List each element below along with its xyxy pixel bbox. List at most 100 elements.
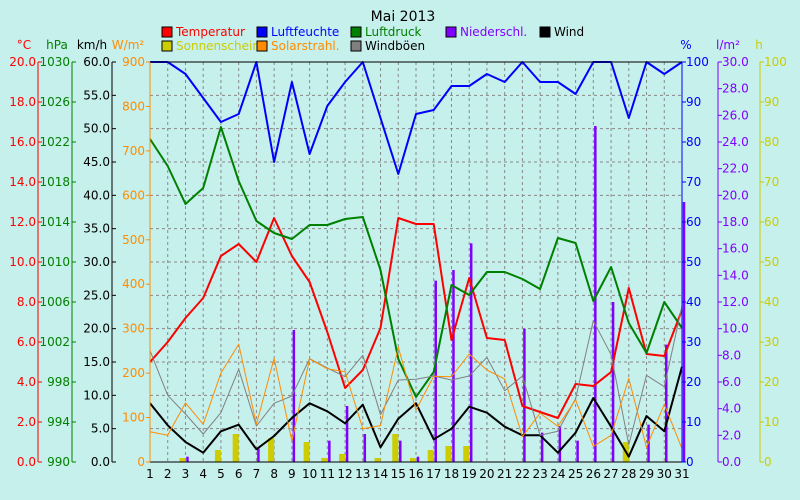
axis-label-hPa: 990 [47,455,70,469]
axis-label-degc: 20 [686,375,701,389]
bar-niederschl [576,440,579,462]
x-tick-label: 16 [408,467,423,481]
x-tick-label: 25 [568,467,583,481]
axis-label-kmh: 45.0 [83,155,110,169]
legend-swatch-solarstrahl [256,40,268,52]
axis-label-kmh: 10.0 [83,388,110,402]
legend-swatch-luftdruck [350,26,362,38]
axis-label-Wm: 700 [122,144,145,158]
axis-label-kmh: 30.0 [83,255,110,269]
axis-label-C: 6.0 [17,335,36,349]
x-tick-label: 29 [639,467,654,481]
axis-label-C: 12.0 [9,215,36,229]
legend-swatch-windben [350,40,362,52]
axis-label-degc: 90 [686,95,701,109]
x-tick-label: 10 [302,467,317,481]
axis-label-hPa: 994 [47,415,70,429]
series-line-luftdruck [149,126,683,398]
bar-niederschl [363,434,367,462]
bar-niederschl [682,202,686,462]
bar-niederschl [399,440,402,462]
axis-unit-Wm: W/m² [112,38,145,52]
bar-niederschl [594,126,597,462]
axis-label-degc: 100 [686,55,709,69]
x-tick-label: 30 [657,467,672,481]
grid [150,62,682,462]
axis-label-C: 0.0 [17,455,36,469]
bar-niederschl [469,243,473,462]
axis-label-Wm: 500 [122,233,145,247]
axis-label-Wm: 0 [137,455,145,469]
axis-label-h: 50 [764,255,779,269]
axis-label-lm: 14.0 [722,268,749,282]
axis-label-h: 10 [764,415,779,429]
axis-label-C: 8.0 [17,295,36,309]
axis-label-degc: 50 [686,255,701,269]
axis-unit-lm: l/m² [716,38,740,52]
x-tick-label: 1 [146,467,154,481]
bar-sonnenschein [179,458,186,462]
x-tick-label: 22 [515,467,530,481]
bar-sonnenschein [321,458,328,462]
bar-niederschl [328,440,331,462]
axis-unit-hPa: hPa [46,38,68,52]
legend-swatch-sonnenschein [161,40,173,52]
bar-sonnenschein [339,454,346,462]
legend: Temperatur Luftfeuchte Luftdruck Niederschl… [161,25,584,53]
axis-label-h: 70 [764,175,779,189]
bar-niederschl [186,456,189,462]
legend-swatch-wind [539,26,551,38]
axis-label-kmh: 5.0 [91,422,110,436]
bar-niederschl [257,448,260,462]
bar-sonnenschein [214,450,221,462]
x-tick-label: 26 [586,467,601,481]
axis-label-degc: 40 [686,295,701,309]
legend-label-temperatur: Temperatur [175,25,245,39]
axis-label-lm: 26.0 [722,108,749,122]
x-tick-label: 18 [444,467,459,481]
axis-label-lm: 2.0 [722,428,741,442]
axis-label-Wm: 900 [122,55,145,69]
bar-niederschl [665,344,668,462]
axis-label-lm: 12.0 [722,295,749,309]
bar-niederschl [292,330,296,462]
bar-niederschl [558,426,562,462]
axis-unit-h: h [755,38,763,52]
axis-label-C: 18.0 [9,95,36,109]
x-tick-label: 31 [674,467,689,481]
legend-label-solarstrahl: Solarstrahl. [271,39,340,53]
axis-label-h: 20 [764,375,779,389]
axis-label-hPa: 1014 [39,215,70,229]
axis-label-Wm: 300 [122,322,145,336]
bar-sonnenschein [410,458,416,462]
axis-label-hPa: 998 [47,375,70,389]
axis-label-kmh: 20.0 [83,322,110,336]
x-tick-label: 7 [253,467,261,481]
axis-label-lm: 30.0 [722,55,749,69]
axis-label-Wm: 600 [122,188,145,202]
axis-unit-kmh: km/h [77,38,107,52]
axis-label-C: 16.0 [9,135,36,149]
x-tick-label: 12 [337,467,352,481]
bar-sonnenschein [445,446,452,462]
x-tick-label: 4 [199,467,207,481]
axis-label-kmh: 15.0 [83,355,110,369]
x-tick-label: 2 [164,467,172,481]
legend-label-wind: Wind [554,25,584,39]
axis-label-Wm: 100 [122,411,145,425]
x-tick-label: 20 [479,467,494,481]
bar-sonnenschein [303,442,310,462]
x-tick-label: 5 [217,467,225,481]
axis-label-Wm: 200 [122,366,145,380]
axis-label-h: 0 [764,455,772,469]
legend-swatch-temperatur [161,26,173,38]
bar-niederschl [523,328,526,462]
axis-label-C: 14.0 [9,175,36,189]
axis-label-degc: 60 [686,215,701,229]
x-tick-label: 15 [391,467,406,481]
bar-niederschl [611,302,615,462]
axis-label-kmh: 25.0 [83,288,110,302]
axis-label-lm: 4.0 [722,402,741,416]
axis-label-lm: 10.0 [722,322,749,336]
axis-label-lm: 6.0 [722,375,741,389]
